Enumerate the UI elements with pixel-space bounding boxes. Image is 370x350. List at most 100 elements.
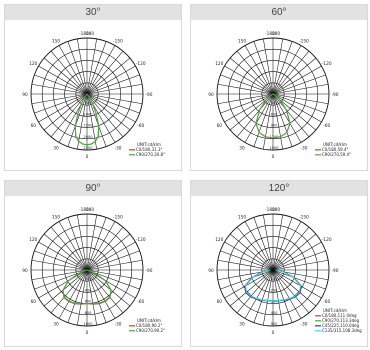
grid-spoke — [272, 93, 322, 123]
grid-spoke — [86, 269, 131, 307]
polar-chart-90: 90° -180 -150 -120 -90 -60 -30 0 30 60 90 120 150 18… — [4, 180, 182, 347]
legend-entry: C135/315,108.3deg — [322, 328, 362, 333]
angle-tick-label: -90 — [145, 268, 152, 274]
grid-spoke — [272, 233, 317, 271]
angle-tick-label: -30 — [114, 322, 121, 328]
radial-tick-label: 200 — [85, 277, 93, 281]
grid-spoke — [217, 84, 274, 95]
grid-spoke — [43, 269, 88, 307]
angle-tick-label: 180 — [272, 207, 280, 213]
grid-spoke — [43, 57, 88, 95]
grid-spoke — [224, 93, 274, 123]
grid-spoke — [43, 93, 88, 131]
unit-label: UNIT:cd/klm — [323, 142, 347, 147]
unit-label: UNIT:cd/klm — [137, 142, 161, 147]
angle-tick-label: -150 — [299, 214, 309, 220]
grid-spoke — [86, 269, 97, 326]
grid-spoke — [263, 214, 274, 271]
grid-spoke — [34, 269, 88, 290]
grid-spoke — [38, 93, 88, 123]
radial-tick-label: 300 — [271, 101, 279, 105]
grid-spoke — [86, 269, 124, 314]
grid-spoke — [86, 50, 124, 95]
angle-tick-label: 150 — [52, 38, 60, 44]
angle-tick-label: 60 — [217, 123, 223, 129]
radial-tick-label: 900 — [271, 124, 279, 128]
grid-spoke — [31, 260, 88, 271]
grid-spoke — [34, 93, 88, 114]
grid-spoke — [224, 269, 274, 299]
angle-tick-label: 90 — [22, 268, 28, 274]
grid-spoke — [67, 93, 88, 147]
grid-spoke — [86, 269, 116, 319]
grid-spoke — [224, 241, 274, 271]
grid-spoke — [220, 93, 274, 114]
legend-entry: C45/225,110.0deg — [322, 323, 360, 328]
series-line — [255, 93, 291, 139]
grid-spoke — [86, 65, 136, 95]
radial-tick-label: 300 — [271, 300, 279, 304]
radial-tick-label: 1000 — [83, 322, 93, 326]
grid-spoke — [220, 250, 274, 271]
angle-tick-label: 30 — [239, 322, 245, 328]
grid-spoke — [272, 269, 317, 307]
polar-plot: -180 -150 -120 -90 -60 -30 0 30 60 90 120 150 180 100… — [208, 207, 362, 336]
grid-spoke — [220, 269, 274, 290]
series-line — [62, 269, 112, 305]
polar-chart-30: 30° -180 -150 -120 -90 -60 -30 0 30 60 90 120 150 18… — [4, 4, 182, 171]
angle-tick-label: -180 — [79, 207, 89, 213]
grid-spoke — [86, 57, 131, 95]
grid-spoke — [34, 250, 88, 271]
angle-tick-label: 30 — [53, 322, 59, 328]
legend-entry: C90/270,30.8° — [136, 152, 165, 157]
grid-spoke — [43, 233, 88, 271]
grid-spoke — [272, 84, 329, 95]
grid-spoke — [217, 260, 274, 271]
grid-spoke — [31, 269, 88, 280]
grid-spoke — [31, 93, 88, 104]
angle-tick-label: 90 — [208, 268, 214, 274]
grid-spoke — [263, 38, 274, 95]
grid-spoke — [86, 93, 107, 147]
grid-spoke — [272, 65, 322, 95]
polar-plot: -180 -150 -120 -90 -60 -30 0 30 60 90 120 150 180 200… — [22, 207, 165, 336]
polar-plot: -180 -150 -120 -90 -60 -30 0 30 60 90 120 150 180 300… — [208, 31, 351, 160]
angle-tick-label: 120 — [215, 237, 223, 243]
grid-spoke — [244, 221, 274, 271]
grid-spoke — [244, 45, 274, 95]
grid-spoke — [86, 41, 107, 95]
grid-spoke — [86, 260, 143, 271]
angle-tick-label: 90 — [208, 92, 214, 98]
grid-spoke — [67, 269, 88, 323]
grid-spoke — [220, 74, 274, 95]
series-line — [244, 269, 302, 302]
grid-spoke — [272, 41, 293, 95]
angle-tick-label: -150 — [299, 38, 309, 44]
angle-tick-label: -180 — [79, 31, 89, 37]
grid-spoke — [253, 269, 274, 323]
unit-label: UNIT:cd/klm — [323, 308, 347, 313]
grid-spoke — [86, 93, 131, 131]
grid-spoke — [77, 38, 88, 95]
grid-spoke — [272, 57, 317, 95]
unit-label: UNIT:cd/klm — [137, 318, 161, 323]
angle-tick-label: 30 — [53, 146, 59, 152]
angle-tick-label: 0 — [86, 154, 89, 160]
grid-spoke — [253, 41, 274, 95]
grid-spoke — [272, 269, 302, 319]
radial-tick-label: 400 — [271, 311, 279, 315]
grid-spoke — [34, 74, 88, 95]
grid-spoke — [86, 233, 131, 271]
angle-tick-label: -60 — [137, 299, 144, 305]
grid-spoke — [58, 269, 88, 319]
legend-entry: C90/270,90.2° — [136, 328, 165, 333]
angle-tick-label: 0 — [272, 154, 275, 160]
grid-spoke — [236, 50, 274, 95]
angle-tick-label: 120 — [215, 61, 223, 67]
grid-spoke — [86, 221, 116, 271]
radial-tick-label: 1200 — [269, 135, 279, 139]
grid-spoke — [272, 93, 302, 143]
grid-spoke — [272, 93, 329, 104]
grid-spoke — [38, 269, 88, 299]
radial-tick-label: 500 — [271, 322, 279, 326]
